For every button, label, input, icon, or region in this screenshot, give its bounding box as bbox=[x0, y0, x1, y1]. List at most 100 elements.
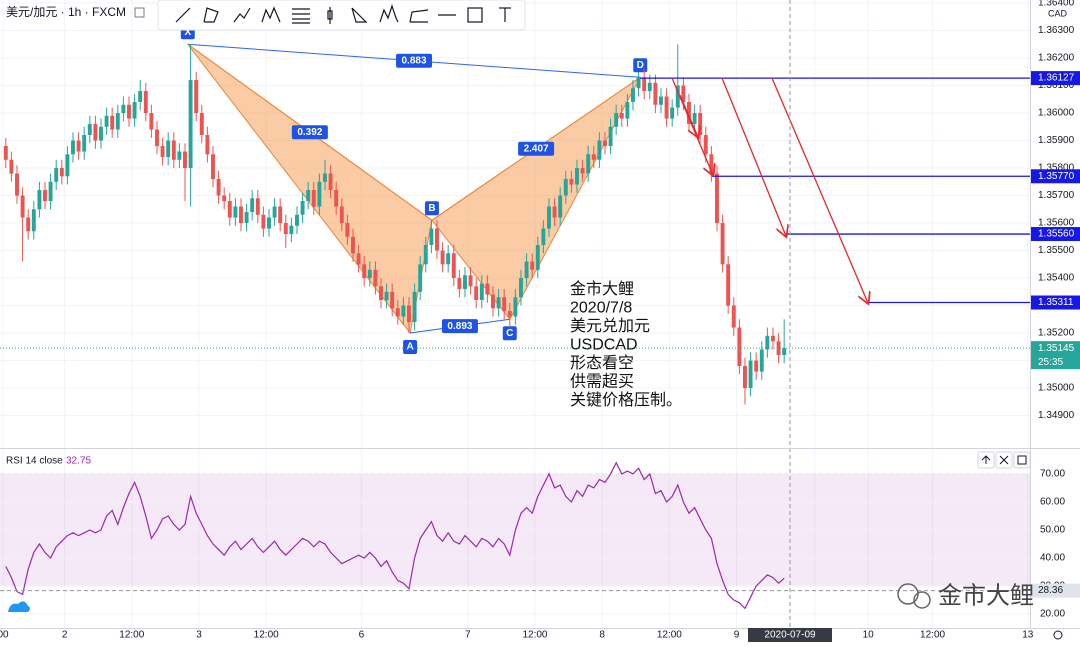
candle-body bbox=[211, 154, 215, 180]
candle-body bbox=[407, 305, 411, 323]
settings-icon[interactable] bbox=[1053, 630, 1063, 640]
tool-elliott[interactable] bbox=[409, 9, 429, 23]
tool-path[interactable] bbox=[233, 7, 251, 23]
candle-body bbox=[429, 228, 434, 246]
candle-body bbox=[65, 154, 70, 177]
level-label: 1.35770 bbox=[1038, 171, 1075, 182]
candle-body bbox=[653, 82, 658, 105]
tool-triangle[interactable] bbox=[351, 7, 368, 23]
crosshair-value: 28.36 bbox=[1038, 585, 1063, 596]
x-tick-label: 3 bbox=[196, 630, 202, 641]
candle-body bbox=[384, 291, 389, 301]
candle-body bbox=[782, 348, 787, 356]
candle-body bbox=[31, 209, 36, 232]
candle-body bbox=[642, 77, 647, 92]
candle-body bbox=[670, 107, 675, 119]
y-tick-label: 1.35800 bbox=[1038, 163, 1075, 174]
arrow bbox=[721, 77, 786, 236]
maximize-button[interactable] bbox=[1013, 451, 1031, 469]
candles bbox=[3, 44, 787, 405]
candle-body bbox=[104, 115, 109, 127]
annotation-line: 形态看空 bbox=[570, 354, 634, 372]
candle-body bbox=[289, 225, 294, 235]
point-box bbox=[633, 58, 648, 73]
x-tick-label: 6 bbox=[359, 630, 365, 641]
candle-body bbox=[698, 113, 703, 136]
candle-body bbox=[177, 151, 182, 160]
ratio-box bbox=[441, 319, 478, 334]
tool-fib[interactable] bbox=[292, 8, 310, 24]
move-up-button[interactable] bbox=[977, 451, 995, 469]
tool-head-shoulders[interactable] bbox=[379, 4, 399, 23]
candle-body bbox=[26, 217, 31, 232]
y-tick-label: 60.00 bbox=[1040, 497, 1065, 508]
tool-trend-line[interactable] bbox=[175, 7, 191, 23]
rsi-line bbox=[5, 461, 785, 610]
point-box bbox=[502, 326, 517, 341]
tool-pattern[interactable] bbox=[203, 7, 219, 23]
candle-body bbox=[82, 135, 87, 152]
candle-body bbox=[255, 198, 260, 215]
x-tick-label: 2 bbox=[62, 630, 68, 641]
candle-body bbox=[306, 190, 311, 202]
candle-body bbox=[513, 297, 518, 317]
candle-body bbox=[295, 214, 299, 226]
point-label: C bbox=[506, 328, 513, 339]
candle-body bbox=[110, 115, 115, 130]
candle-body bbox=[552, 206, 557, 218]
candle-body bbox=[401, 305, 406, 317]
logo-shape bbox=[8, 601, 30, 612]
candle-body bbox=[367, 269, 372, 279]
ratio-box bbox=[518, 141, 555, 156]
candle-body bbox=[468, 275, 473, 287]
candle-body bbox=[351, 236, 355, 254]
candle-body bbox=[323, 173, 327, 182]
ratio-box bbox=[396, 53, 433, 68]
candle-body bbox=[54, 168, 59, 182]
candle-body bbox=[48, 181, 53, 202]
candle-body bbox=[138, 91, 143, 103]
candle-body bbox=[463, 275, 467, 290]
candle-body bbox=[149, 113, 154, 130]
ratio-label: 0.392 bbox=[297, 127, 322, 138]
candle-body bbox=[216, 179, 221, 196]
y-tick-label: 40.00 bbox=[1040, 553, 1065, 564]
close-icon bbox=[999, 455, 1009, 465]
candle-body bbox=[339, 206, 344, 224]
rsi-pane bbox=[0, 461, 1030, 615]
candle-body bbox=[524, 261, 529, 279]
tool-xabcd[interactable] bbox=[261, 6, 281, 23]
point-label: D bbox=[637, 60, 644, 71]
candle-body bbox=[194, 80, 199, 114]
tool-text[interactable] bbox=[499, 7, 511, 22]
candle-body bbox=[519, 278, 523, 298]
candle-body bbox=[222, 195, 227, 202]
candle-body bbox=[776, 341, 781, 356]
candle-body bbox=[244, 212, 249, 224]
crosshair-value-box bbox=[1031, 583, 1080, 598]
y-tick-label: 1.35200 bbox=[1038, 328, 1075, 339]
levels bbox=[0, 77, 1030, 349]
last-price-box bbox=[1031, 341, 1080, 370]
candle-body bbox=[362, 264, 367, 279]
candle-body bbox=[541, 228, 546, 246]
candle-body bbox=[737, 327, 742, 367]
candle-body bbox=[127, 104, 131, 119]
rsi-current: 32.75 bbox=[66, 456, 91, 467]
symbol-icon[interactable] bbox=[134, 7, 145, 18]
candle-body bbox=[20, 195, 25, 218]
candle-body bbox=[681, 85, 686, 103]
level-label: 1.35311 bbox=[1038, 297, 1074, 308]
candle-body bbox=[591, 154, 596, 160]
y-tick-label: 1.35400 bbox=[1038, 273, 1075, 284]
candle-body bbox=[748, 360, 753, 389]
close-button[interactable] bbox=[995, 451, 1013, 469]
wechat-icon bbox=[897, 583, 919, 605]
candle-body bbox=[563, 179, 568, 196]
tool-rect[interactable] bbox=[467, 7, 483, 23]
candle-body bbox=[474, 286, 479, 301]
point-box bbox=[403, 340, 418, 355]
tool-bars[interactable] bbox=[327, 7, 333, 24]
candle-body bbox=[771, 335, 775, 342]
